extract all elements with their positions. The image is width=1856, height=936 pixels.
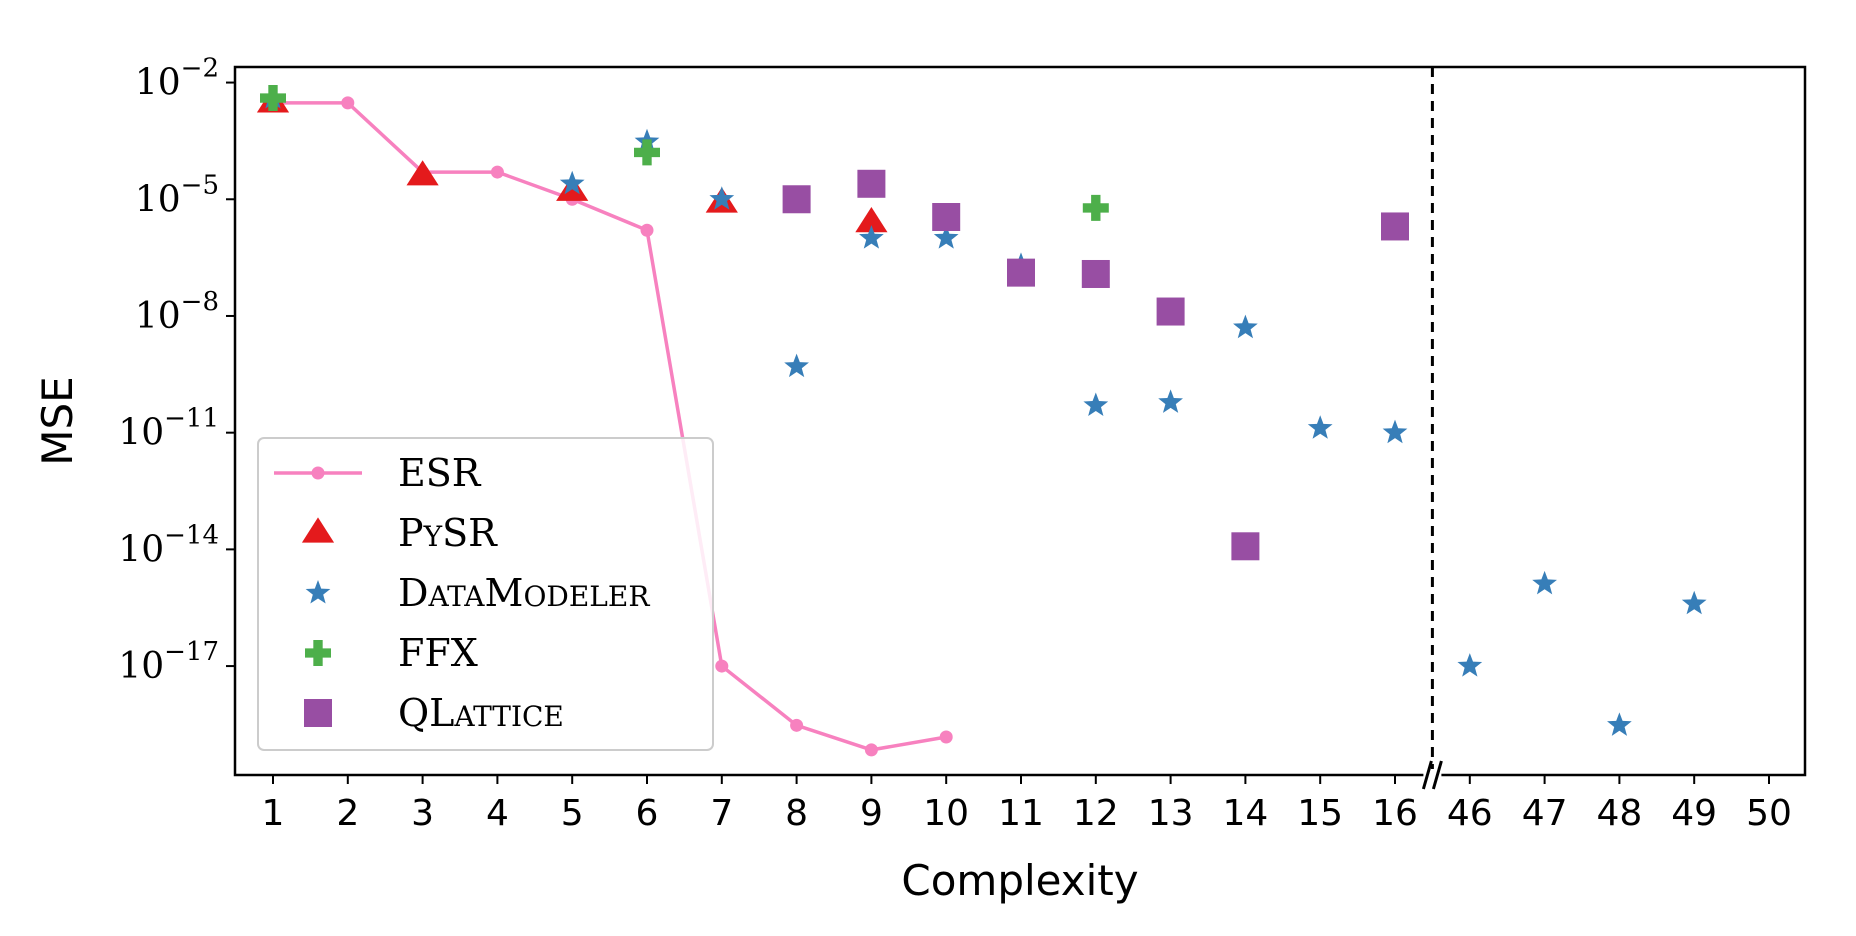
x-axis: 1 2 3 4 5 6 7 8 9 10 11 12 13 14 15 16 46 47 48 49 50 <box>262 760 1792 834</box>
x-tick-label: 2 <box>336 793 359 834</box>
y-tick-label: 10−8 <box>135 287 219 337</box>
esr-line <box>273 101 947 752</box>
datamodeler-point <box>1681 590 1707 615</box>
x-axis-label: Complexity <box>901 856 1138 905</box>
datamodeler-point <box>1532 570 1557 595</box>
datamodeler-point <box>933 225 959 249</box>
esr-point <box>640 223 654 237</box>
esr-point <box>715 659 729 673</box>
legend-marker <box>311 466 325 480</box>
datamodeler-point <box>1382 419 1408 444</box>
esr-point <box>490 165 504 179</box>
datamodeler-point <box>559 170 585 195</box>
y-axis: 10−2 10−5 10−8 10−11 10−14 10−17 <box>118 54 235 687</box>
series-ffx <box>260 85 1109 221</box>
qlattice-point <box>1081 259 1110 288</box>
ffx-point <box>634 139 660 166</box>
datamodeler-point <box>709 186 735 210</box>
x-tick-label: 1 <box>262 793 285 834</box>
qlattice-point <box>1381 212 1409 241</box>
x-tick-label: 48 <box>1596 793 1642 834</box>
legend-marker <box>301 517 335 543</box>
esr-point <box>864 743 878 757</box>
x-tick-label: 11 <box>998 793 1044 834</box>
datamodeler-point <box>1607 712 1632 736</box>
datamodeler-point <box>1233 314 1258 339</box>
qlattice-point <box>1156 297 1185 326</box>
ffx-point <box>260 85 286 112</box>
pysr-point <box>855 207 888 233</box>
x-tick-label: 14 <box>1222 793 1268 834</box>
x-tick-label: 46 <box>1447 793 1493 834</box>
y-tick-label: 10−2 <box>135 54 219 104</box>
legend-entry: PYSR <box>301 511 498 555</box>
esr-point <box>790 718 804 732</box>
y-tick-label: 10−11 <box>118 404 219 454</box>
x-tick-label: 15 <box>1297 793 1343 834</box>
legend-label: QLATTICE <box>398 691 564 735</box>
y-axis-label: MSE <box>33 376 82 465</box>
legend-entry: DATAMODELER <box>305 571 650 615</box>
x-tick-label: 6 <box>636 793 659 834</box>
x-tick-label: 8 <box>785 793 808 834</box>
x-tick-label: 47 <box>1522 793 1568 834</box>
y-tick-label: 10−17 <box>118 637 219 687</box>
legend-box <box>257 437 714 751</box>
datamodeler-point <box>784 353 809 378</box>
esr-point <box>939 730 953 744</box>
legend-marker <box>304 699 332 727</box>
ffx-point <box>1082 194 1109 221</box>
x-tick-label: 7 <box>710 793 733 834</box>
legend-label: FFX <box>398 631 478 675</box>
qlattice-point <box>932 202 961 231</box>
qlattice-point <box>782 185 811 214</box>
qlattice-point <box>1007 258 1035 287</box>
x-tick-label: 50 <box>1746 793 1792 834</box>
datamodeler-point <box>859 225 884 249</box>
legend-label: PYSR <box>398 511 498 555</box>
x-tick-label: 49 <box>1671 793 1717 834</box>
esr-point <box>341 96 355 110</box>
series-qlattice <box>782 169 1409 561</box>
legend-label: ESR <box>398 451 482 495</box>
legend-marker <box>305 580 331 604</box>
x-tick-label: 16 <box>1372 793 1418 834</box>
x-tick-label: 5 <box>561 793 584 834</box>
datamodeler-point <box>1083 392 1109 416</box>
x-tick-label: 9 <box>860 793 883 834</box>
axis-break-mark <box>1421 760 1443 799</box>
x-tick-label: 4 <box>486 793 509 834</box>
legend-entry: ESR <box>274 451 482 495</box>
y-tick-label: 10−5 <box>135 170 219 220</box>
legend-marker <box>305 640 331 666</box>
x-tick-label: 12 <box>1073 793 1119 834</box>
legend-entry: QLATTICE <box>304 691 564 735</box>
plot-data <box>256 85 1707 757</box>
legend: ESR PYSR DATAMODELER FFX QLATTICE <box>257 437 714 751</box>
x-tick-label: 13 <box>1148 793 1194 834</box>
legend-entry: FFX <box>305 631 478 675</box>
datamodeler-point <box>1158 389 1183 413</box>
datamodeler-point <box>1457 653 1483 677</box>
qlattice-point <box>1231 532 1260 561</box>
y-tick-label: 10−14 <box>118 520 219 570</box>
legend-label: DATAMODELER <box>398 571 650 615</box>
qlattice-point <box>857 169 886 198</box>
pysr-point <box>406 160 439 186</box>
x-tick-label: 10 <box>923 793 969 834</box>
datamodeler-point <box>1307 415 1333 439</box>
x-tick-label: 3 <box>411 793 434 834</box>
